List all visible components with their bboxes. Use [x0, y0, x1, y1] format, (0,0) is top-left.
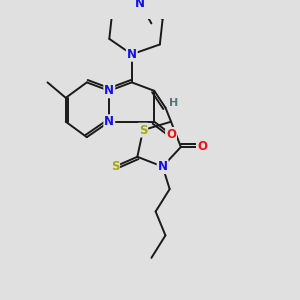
Text: O: O	[197, 140, 207, 154]
Text: S: S	[139, 124, 147, 136]
Text: S: S	[111, 160, 119, 173]
Text: O: O	[166, 128, 176, 141]
Text: N: N	[127, 48, 137, 61]
Text: N: N	[135, 0, 145, 10]
Text: N: N	[104, 115, 114, 128]
Text: N: N	[104, 84, 114, 97]
Text: H: H	[169, 98, 178, 108]
Text: N: N	[158, 160, 168, 173]
